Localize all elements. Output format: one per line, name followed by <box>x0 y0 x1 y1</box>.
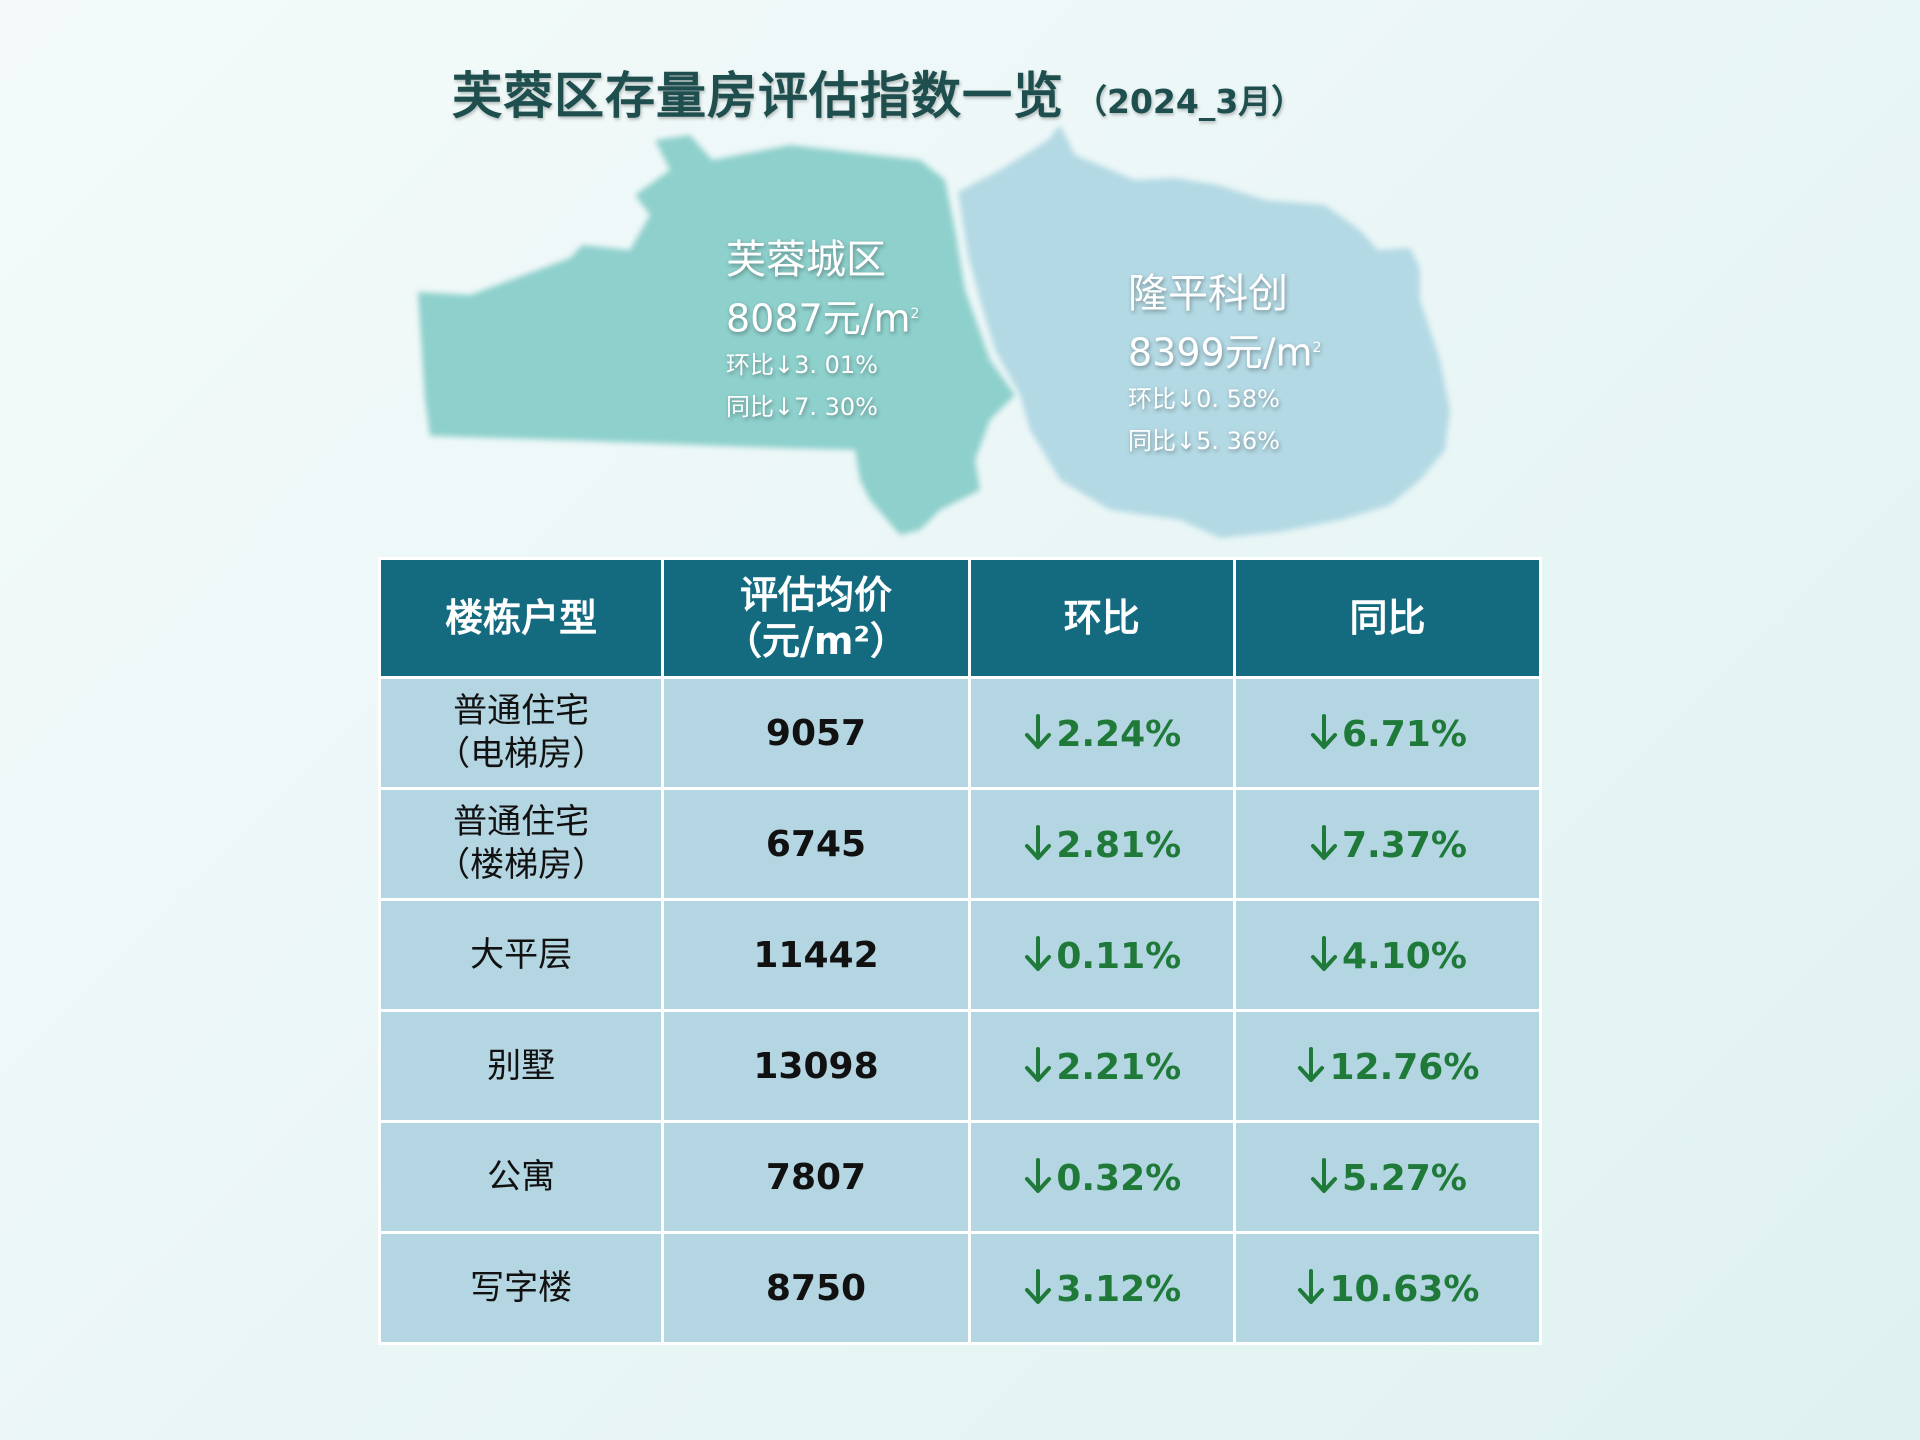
cell-yoy: 4.10% <box>1235 901 1539 1009</box>
cell-yoy: 12.76% <box>1235 1012 1539 1120</box>
region-label-longping: 隆平科创 8399元/m2 环比↓0. 58% 同比↓5. 36% <box>1128 270 1321 457</box>
down-arrow-icon <box>1311 1157 1337 1193</box>
header-mom: 环比 <box>970 560 1233 676</box>
cell-price: 6745 <box>664 790 968 898</box>
region-yoy: 同比↓5. 36% <box>1128 426 1280 455</box>
cell-mom: 2.81% <box>970 790 1233 898</box>
table-header-row: 楼栋户型 评估均价 （元/m²） 环比 同比 <box>381 560 1539 676</box>
header-yoy: 同比 <box>1235 560 1539 676</box>
region-price: 8087元/m2 <box>726 296 920 341</box>
down-arrow-icon <box>1025 713 1052 749</box>
region-price: 8399元/m2 <box>1128 330 1322 375</box>
down-arrow-icon <box>1025 935 1052 971</box>
cell-mom: 2.21% <box>970 1012 1233 1120</box>
cell-price: 9057 <box>664 679 968 787</box>
table-row: 公寓 7807 0.32% 5.27% <box>381 1123 1539 1231</box>
title-date: （2024_3月） <box>1074 82 1305 121</box>
table-row: 普通住宅 （电梯房） 9057 2.24% 6.71% <box>381 679 1539 787</box>
region-name: 隆平科创 <box>1128 271 1288 317</box>
region-label-furong: 芙蓉城区 8087元/m2 环比↓3. 01% 同比↓7. 30% <box>726 236 919 423</box>
price-index-table: 楼栋户型 评估均价 （元/m²） 环比 同比 普通住宅 （电梯房） 9057 2.24… <box>378 557 1542 1345</box>
cell-mom: 2.24% <box>970 679 1233 787</box>
down-arrow-icon <box>1025 1268 1052 1304</box>
title-main: 芙蓉区存量房评估指数一览 <box>452 67 1064 125</box>
region-yoy: 同比↓7. 30% <box>726 392 878 421</box>
cell-yoy: 10.63% <box>1235 1234 1539 1342</box>
down-arrow-icon <box>1298 1046 1325 1082</box>
cell-type: 大平层 <box>381 901 662 1009</box>
down-arrow-icon <box>1311 935 1337 971</box>
cell-price: 7807 <box>664 1123 968 1231</box>
cell-price: 13098 <box>664 1012 968 1120</box>
region-shape-furong <box>418 135 1015 535</box>
cell-mom: 0.32% <box>970 1123 1233 1231</box>
down-arrow-icon <box>1311 824 1337 860</box>
cell-yoy: 5.27% <box>1235 1123 1539 1231</box>
cell-mom: 0.11% <box>970 901 1233 1009</box>
region-mom: 环比↓3. 01% <box>726 350 878 379</box>
region-name: 芙蓉城区 <box>726 237 886 283</box>
district-map <box>418 125 1450 538</box>
cell-yoy: 7.37% <box>1235 790 1539 898</box>
cell-price: 8750 <box>664 1234 968 1342</box>
table-row: 写字楼 8750 3.12% 10.63% <box>381 1234 1539 1342</box>
cell-type: 别墅 <box>381 1012 662 1120</box>
cell-type: 普通住宅 （电梯房） <box>381 679 662 787</box>
cell-yoy: 6.71% <box>1235 679 1539 787</box>
down-arrow-icon <box>1025 824 1052 860</box>
header-type: 楼栋户型 <box>381 560 662 676</box>
cell-type: 写字楼 <box>381 1234 662 1342</box>
down-arrow-icon <box>1298 1268 1325 1304</box>
down-arrow-icon <box>1025 1046 1052 1082</box>
region-mom: 环比↓0. 58% <box>1128 384 1280 413</box>
cell-type: 普通住宅 （楼梯房） <box>381 790 662 898</box>
header-price: 评估均价 （元/m²） <box>664 560 968 676</box>
down-arrow-icon <box>1025 1157 1052 1193</box>
region-shape-longping <box>958 125 1450 538</box>
cell-price: 11442 <box>664 901 968 1009</box>
cell-type: 公寓 <box>381 1123 662 1231</box>
table-row: 别墅 13098 2.21% 12.76% <box>381 1012 1539 1120</box>
down-arrow-icon <box>1311 713 1337 749</box>
table-row: 普通住宅 （楼梯房） 6745 2.81% 7.37% <box>381 790 1539 898</box>
table-row: 大平层 11442 0.11% 4.10% <box>381 901 1539 1009</box>
page-title: 芙蓉区存量房评估指数一览 （2024_3月） <box>452 56 1304 126</box>
cell-mom: 3.12% <box>970 1234 1233 1342</box>
